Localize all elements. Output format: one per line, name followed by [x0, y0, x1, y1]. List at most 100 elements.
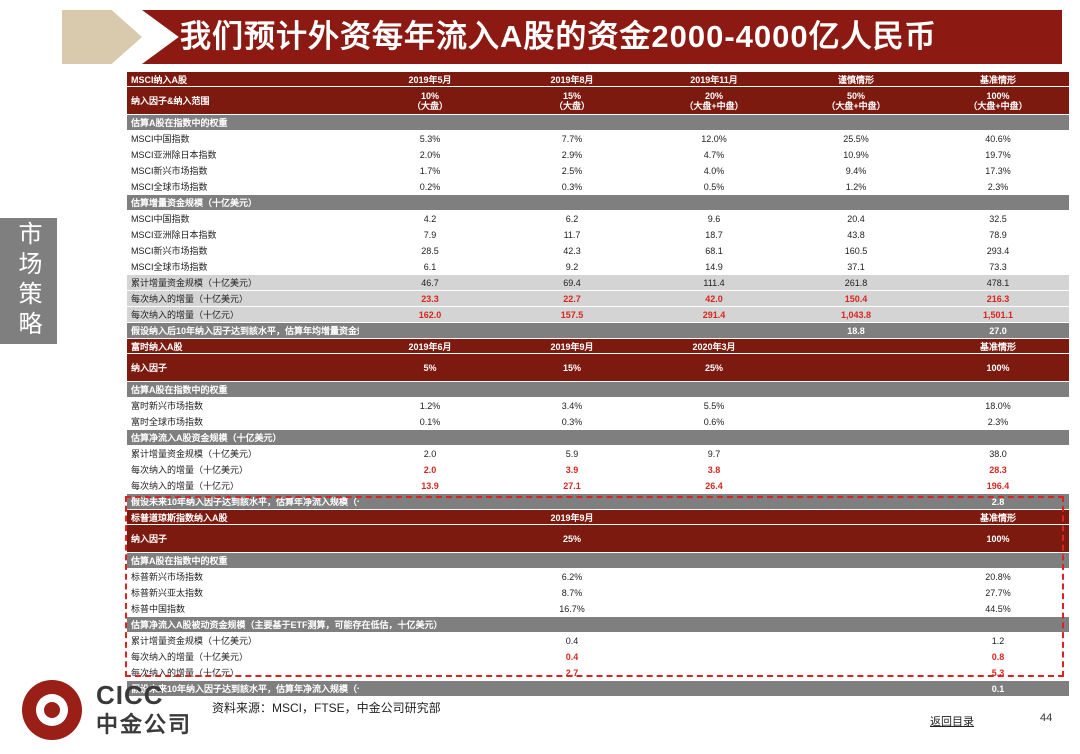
table-cell: 14.9 [643, 258, 785, 275]
table-cell [501, 322, 643, 339]
table-cell: 9.7 [643, 445, 785, 462]
table-cell [785, 397, 927, 414]
table-cell: 2.3% [927, 178, 1069, 195]
table-cell: 16.7% [501, 600, 643, 617]
table-cell: 3.8 [643, 461, 785, 478]
table-cell: 13.9 [359, 477, 501, 494]
table-cell: 20.8% [927, 568, 1069, 585]
msci-header-row: MSCI纳入A股 2019年5月 2019年8月 2019年11月 谨慎情形 基准情形 [127, 72, 1069, 87]
sp-factor-row: 纳入因子 25% 100% [127, 524, 1069, 553]
table-cell: 478.1 [927, 274, 1069, 291]
table-cell [501, 680, 643, 697]
row-label: 富时全球市场指数 [127, 413, 359, 430]
msci-flow-row: MSCI新兴市场指数 28.5 42.3 68.1 160.5 293.4 [127, 242, 1069, 259]
table-cell: 22.7 [501, 290, 643, 307]
table-cell: 2019年6月 [359, 338, 501, 354]
table-cell: 2019年11月 [643, 72, 785, 87]
back-to-contents-link[interactable]: 返回目录 [930, 716, 974, 728]
table-cell [785, 445, 927, 462]
table-cell [785, 680, 927, 697]
inclusion-factor: 10% [420, 90, 439, 101]
table-cell: 0.5% [643, 178, 785, 195]
msci-flow-row: MSCI中国指数 4.2 6.2 9.6 20.4 32.5 [127, 210, 1069, 227]
table-cell: 20% （大盘+中盘） [643, 86, 785, 115]
table-cell [643, 584, 785, 601]
section-label: 估算A股在指数中的权重 [127, 552, 1069, 569]
table-cell: 261.8 [785, 274, 927, 291]
table-cell: 78.9 [927, 226, 1069, 243]
table-cell: 1.7% [359, 162, 501, 179]
table-cell: 27.1 [501, 477, 643, 494]
row-label: 假设纳入后10年纳入因子达到該水平，估算年均增量资金规模（十亿美元） [127, 322, 359, 339]
table-cell: 291.4 [643, 306, 785, 323]
table-cell: 44.5% [927, 600, 1069, 617]
table-cell: 谨慎情形 [785, 72, 927, 87]
table-cell: 2019年9月 [501, 509, 643, 525]
table-cell: 10% （大盘） [359, 86, 501, 115]
table-cell: 5.9 [501, 445, 643, 462]
msci-total-row: 累计增量资金规模（十亿美元） 46.7 69.4 111.4 261.8 478.1 [127, 274, 1069, 291]
row-label: 标普新兴市场指数 [127, 568, 359, 585]
title-arrow-decoration [62, 10, 142, 64]
table-cell [643, 632, 785, 649]
msci-flow-row: MSCI亚洲除日本指数 7.9 11.7 18.7 43.8 78.9 [127, 226, 1069, 243]
table-cell: 0.3% [501, 178, 643, 195]
inclusion-factor: 15% [562, 90, 581, 101]
table-cell: 1.2 [927, 632, 1069, 649]
table-cell: 100% [927, 524, 1069, 553]
table-cell: 5.5% [643, 397, 785, 414]
cicc-logo-dot [44, 702, 60, 718]
page-title: 我们预计外资每年流入A股的资金2000-4000亿人民币 [180, 19, 937, 54]
msci-total-row: 每次纳入的增量（十亿元） 162.0 157.5 291.4 1,043.8 1,501.… [127, 306, 1069, 323]
table-cell: 18.8 [785, 322, 927, 339]
table-cell: 25% [643, 353, 785, 382]
table-cell [785, 600, 927, 617]
table-cell: 2020年3月 [643, 338, 785, 354]
row-label: 每次纳入的增量（十亿元） [127, 477, 359, 494]
row-label: MSCI亚洲除日本指数 [127, 226, 359, 243]
table-cell: 4.7% [643, 146, 785, 163]
cicc-logo-text-cn: 中金公司 [96, 712, 193, 737]
row-label: 富时新兴市场指数 [127, 397, 359, 414]
msci-weight-section: 估算A股在指数中的权重 [127, 114, 1069, 131]
row-label: 每次纳入的增量（十亿元） [127, 306, 359, 323]
table-cell [785, 413, 927, 430]
msci-flow-section: 估算增量资金规模（十亿美元） [127, 194, 1069, 211]
inclusion-scope: （大盘） [411, 100, 448, 111]
table-cell: 27.0 [927, 322, 1069, 339]
sp-weight-section: 估算A股在指数中的权重 [127, 552, 1069, 569]
row-label: 每次纳入的增量（十亿美元） [127, 648, 359, 665]
sp-total-row: 每次纳入的增量（十亿美元） 0.4 0.8 [127, 648, 1069, 665]
table-cell [785, 338, 927, 354]
row-label: 纳入因子 [127, 353, 359, 382]
table-cell [359, 632, 501, 649]
ftse-weight-row: 富时新兴市场指数 1.2% 3.4% 5.5% 18.0% [127, 397, 1069, 414]
table-cell: 38.0 [927, 445, 1069, 462]
ftse-weight-row: 富时全球市场指数 0.1% 0.3% 0.6% 2.3% [127, 413, 1069, 430]
msci-factor-row: 纳入因子&纳入范围 10% （大盘） 15% （大盘） 20% （大盘+中盘） 50% （大盘+… [127, 86, 1069, 115]
table-cell: 100% [927, 353, 1069, 382]
table-cell: 2.0% [359, 146, 501, 163]
row-label: 每次纳入的增量（十亿美元） [127, 290, 359, 307]
row-label: 累计增量资金规模（十亿美元） [127, 445, 359, 462]
table-cell: 20.4 [785, 210, 927, 227]
row-label: 标普新兴亚太指数 [127, 584, 359, 601]
table-cell: 0.6% [643, 413, 785, 430]
sp-weight-row: 标普新兴市场指数 6.2% 20.8% [127, 568, 1069, 585]
table-cell: 26.4 [643, 477, 785, 494]
inclusion-scope: （大盘+中盘） [968, 100, 1028, 111]
cicc-logo-text-en: CICC [96, 680, 164, 710]
table-cell [359, 600, 501, 617]
table-cell: 9.6 [643, 210, 785, 227]
table-cell [359, 509, 501, 525]
table-cell: 150.4 [785, 290, 927, 307]
table-cell: 293.4 [927, 242, 1069, 259]
row-label: 假设未来10年纳入因子达到該水平，估算年净流入规模（十亿美元） [127, 680, 359, 697]
table-cell: 2019年9月 [501, 338, 643, 354]
table-cell [643, 524, 785, 553]
table-cell: 2.0 [359, 461, 501, 478]
table-cell: 2019年5月 [359, 72, 501, 87]
table-cell [643, 322, 785, 339]
msci-weight-row: MSCI新兴市场指数 1.7% 2.5% 4.0% 9.4% 17.3% [127, 162, 1069, 179]
table-cell: 2.5% [501, 162, 643, 179]
